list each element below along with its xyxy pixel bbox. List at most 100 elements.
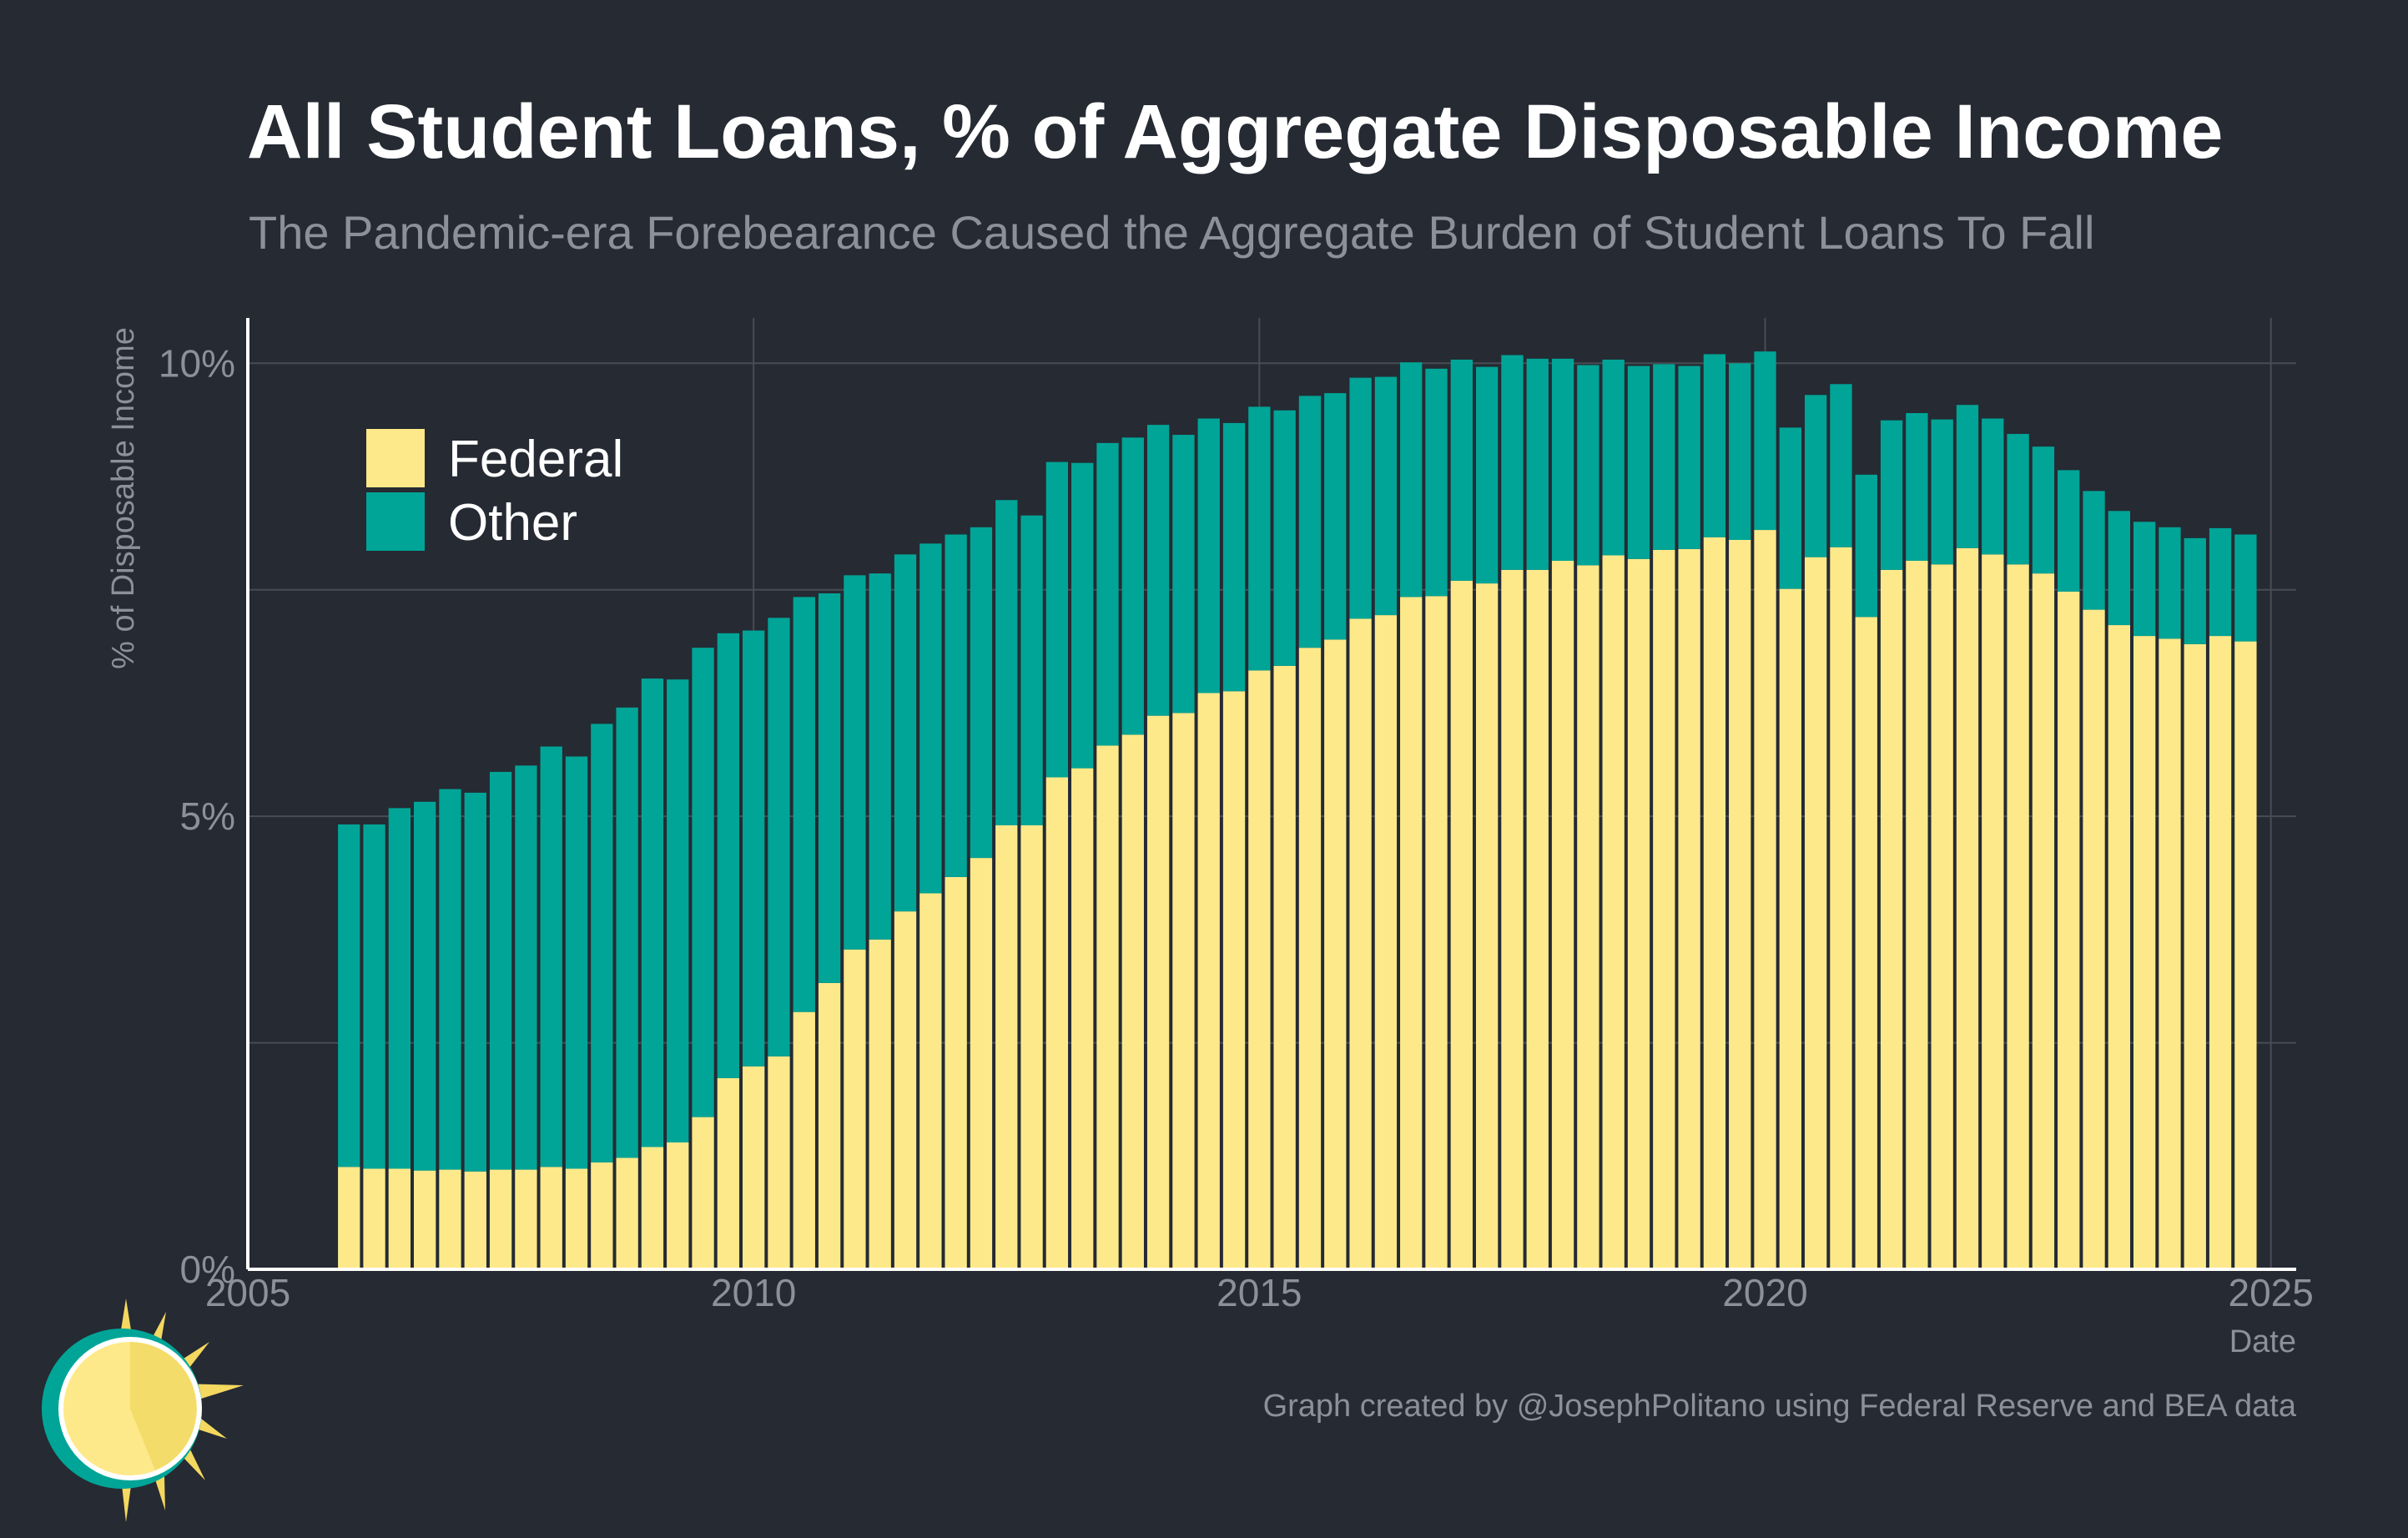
bar-other: [1577, 365, 1599, 566]
bar-federal: [1248, 670, 1271, 1269]
bar-federal: [1349, 618, 1372, 1269]
bar-other: [1703, 354, 1726, 537]
bar-other: [489, 771, 512, 1170]
x-tick-label: 2020: [1722, 1271, 1807, 1314]
bar-other: [1729, 363, 1751, 540]
bar-other: [565, 756, 588, 1169]
bar-other: [1374, 376, 1398, 616]
bar-federal: [2083, 609, 2105, 1269]
bar-federal: [1703, 537, 1726, 1269]
bar-other: [1121, 437, 1144, 735]
bar-federal: [565, 1168, 588, 1269]
bar-other: [2184, 537, 2206, 644]
bar-federal: [1197, 693, 1220, 1269]
bar-other: [768, 618, 790, 1056]
bar-other: [1804, 395, 1827, 557]
bar-other: [1678, 366, 1700, 549]
bar-other: [464, 792, 486, 1172]
tick-labels: 2005 2010 2015 2020 2025 0% 5% 10%: [159, 341, 2314, 1314]
bar-other: [1248, 406, 1271, 671]
bar-federal: [540, 1167, 562, 1269]
bar-other: [2234, 534, 2257, 642]
bar-other: [1880, 420, 1903, 570]
bar-federal: [1551, 560, 1574, 1269]
bar-other: [717, 633, 740, 1078]
y-axis-label: % of Disposable Income: [106, 327, 141, 669]
bar-federal: [1880, 569, 1903, 1269]
bar-federal: [818, 982, 841, 1269]
bar-federal: [793, 1011, 815, 1269]
bar-other: [919, 543, 942, 894]
bar-federal: [1754, 530, 1776, 1269]
bar-federal: [1526, 569, 1549, 1269]
bar-other: [1602, 359, 1625, 556]
bar-other: [414, 801, 436, 1171]
bar-other: [970, 527, 993, 859]
x-tick-label: 2015: [1217, 1271, 1302, 1314]
bar-federal: [1906, 560, 1928, 1269]
bar-federal: [1678, 548, 1700, 1269]
bar-other: [1197, 418, 1220, 693]
bar-federal: [1855, 617, 1877, 1269]
x-axis-label: Date: [2229, 1324, 2296, 1359]
bar-other: [1096, 442, 1119, 746]
bar-federal: [2007, 564, 2029, 1269]
bar-federal: [894, 911, 917, 1269]
bar-federal: [2184, 643, 2206, 1269]
x-tick-label: 2005: [205, 1271, 290, 1314]
bar-federal: [667, 1142, 689, 1269]
bar-other: [515, 765, 537, 1170]
bar-federal: [591, 1162, 613, 1269]
bar-other: [818, 593, 841, 983]
bar-federal: [692, 1117, 714, 1269]
bar-federal: [1374, 615, 1398, 1269]
bar-federal: [1956, 547, 1979, 1269]
bar-federal: [388, 1168, 411, 1269]
bar-federal: [919, 893, 942, 1269]
bar-federal: [1577, 565, 1599, 1269]
bar-other: [1653, 364, 1675, 550]
bar-federal: [464, 1171, 486, 1269]
bar-federal: [1096, 745, 1119, 1269]
bar-federal: [1273, 665, 1296, 1269]
bar-other: [1906, 413, 1928, 561]
bar-federal: [2234, 641, 2257, 1269]
bar-other: [388, 808, 411, 1169]
bar-federal: [1020, 825, 1043, 1269]
bar-other: [869, 573, 891, 940]
bar-other: [1146, 425, 1170, 716]
bar-other: [1627, 366, 1650, 559]
bar-other: [1298, 396, 1322, 648]
bar-other: [338, 824, 360, 1167]
bar-other: [1855, 474, 1877, 618]
bar-other: [439, 789, 461, 1170]
bar-other: [1349, 377, 1372, 619]
legend-swatch-federal: [366, 429, 425, 487]
bar-federal: [743, 1066, 765, 1269]
bar-federal: [1804, 557, 1827, 1269]
bar-other: [1071, 462, 1094, 769]
bar-other: [1324, 393, 1347, 640]
bar-federal: [515, 1169, 537, 1269]
bar-federal: [1298, 648, 1322, 1269]
bar-other: [1222, 422, 1246, 692]
bar-other: [1526, 358, 1549, 570]
bar-federal: [2133, 636, 2156, 1269]
y-tick-label: 10%: [159, 341, 235, 385]
bar-federal: [1779, 588, 1801, 1269]
bar-federal: [489, 1169, 512, 1269]
bar-other: [2083, 491, 2105, 610]
bar-other: [641, 678, 664, 1147]
bar-other: [1830, 384, 1852, 547]
bar-other: [2032, 446, 2055, 574]
bar-other: [667, 679, 689, 1142]
x-tick-label: 2025: [2229, 1271, 2314, 1314]
bar-federal: [1324, 639, 1347, 1269]
bar-other: [540, 746, 562, 1167]
bar-federal: [1450, 580, 1473, 1269]
bar-federal: [1172, 713, 1195, 1269]
bar-federal: [2159, 638, 2181, 1269]
bar-federal: [1121, 734, 1144, 1269]
bar-other: [1956, 405, 1979, 548]
bar-other: [1425, 368, 1448, 597]
